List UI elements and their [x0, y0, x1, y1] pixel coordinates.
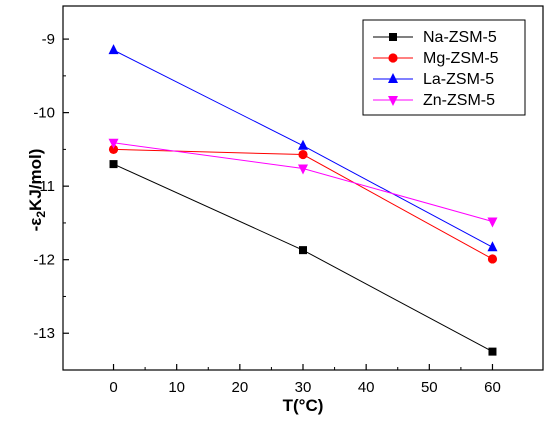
y-tick-label: -12	[33, 252, 55, 269]
plot-frame	[62, 5, 544, 371]
legend-marker-la-zsm-5	[388, 73, 398, 83]
series-line-na-zsm-5	[113, 163, 493, 353]
data-point-zn-zsm-5	[108, 138, 119, 149]
legend-marker-mg-zsm-5	[388, 53, 398, 63]
y-axis-title-sub: 2	[34, 211, 48, 218]
series-markers	[108, 44, 498, 356]
y-axis-title: -ε2KJ/mol)	[26, 149, 48, 232]
legend-label-na-zsm-5: Na-ZSM-5	[423, 29, 497, 46]
y-tick-label: -13	[33, 325, 55, 342]
x-tick-label: 10	[168, 379, 185, 396]
x-tick-label: 30	[295, 379, 312, 396]
data-point-zn-zsm-5	[487, 217, 498, 228]
data-point-mg-zsm-5	[108, 144, 119, 154]
data-point-la-zsm-5	[298, 139, 308, 150]
data-point-la-zsm-5	[108, 44, 119, 55]
data-point-na-zsm-5	[109, 160, 118, 169]
data-point-mg-zsm-5	[487, 254, 498, 264]
legend-label-zn-zsm-5: Zn-ZSM-5	[423, 92, 495, 109]
y-axis-title-main: -ε	[26, 218, 45, 232]
x-tick-label: 0	[109, 379, 117, 396]
legend-marker-zn-zsm-5	[388, 96, 398, 106]
y-tick-label: -9	[42, 31, 55, 48]
x-tick-label: 50	[421, 379, 438, 396]
data-point-la-zsm-5	[487, 241, 498, 252]
x-tick-label: 20	[231, 379, 248, 396]
x-axis-title: T(°C)	[283, 396, 324, 415]
y-axis-title-tail: KJ/mol)	[26, 149, 45, 211]
y-tick-label: -11	[34, 178, 55, 195]
x-tick-label: 40	[358, 379, 375, 396]
data-point-na-zsm-5	[488, 347, 497, 356]
legend-label-la-zsm-5: La-ZSM-5	[423, 71, 494, 88]
data-point-zn-zsm-5	[298, 164, 308, 175]
legend: Na-ZSM-5 Mg-ZSM-5 La-ZSM-5 Zn-ZSM-5	[362, 19, 526, 116]
x-tick-label: 60	[484, 379, 501, 396]
y-tick-label: -10	[33, 105, 55, 122]
legend-marker-na-zsm-5	[389, 33, 397, 41]
data-point-na-zsm-5	[299, 246, 307, 255]
legend-label-mg-zsm-5: Mg-ZSM-5	[423, 50, 499, 67]
tick-labels: 0 10 20 30 40 50 60 -9 -10 -11 -12 -13	[33, 31, 501, 396]
data-point-mg-zsm-5	[298, 149, 308, 160]
